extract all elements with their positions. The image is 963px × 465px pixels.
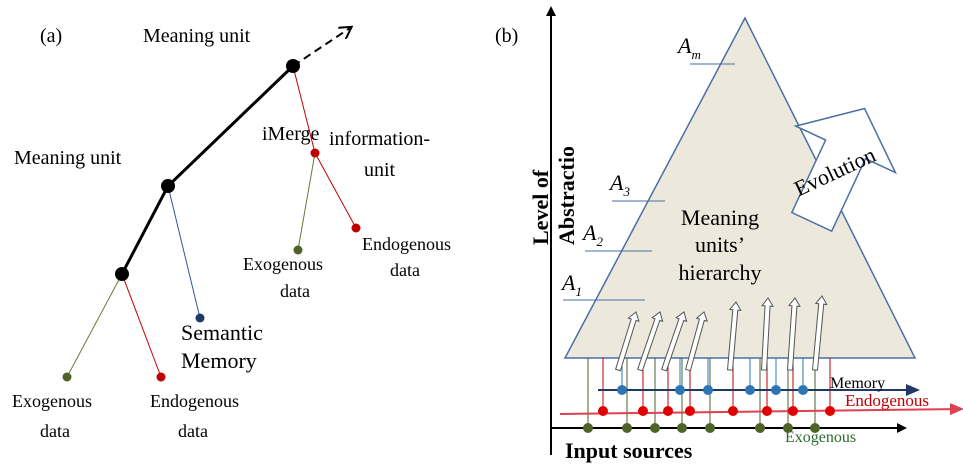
node [286, 59, 300, 73]
label: Meaning unit [14, 147, 122, 169]
label: Memory [181, 348, 257, 373]
level-label: A1 [560, 270, 582, 299]
label: Input sources [565, 438, 693, 463]
axis-label: Level of [528, 169, 553, 245]
dashed-arrow [292, 28, 350, 67]
endogenous-dot [598, 406, 608, 416]
memory-dot [798, 385, 808, 395]
arrow-shape [726, 301, 742, 371]
level-letter: A [608, 170, 624, 195]
level-label: A2 [581, 220, 603, 249]
level-sub: 3 [622, 184, 630, 199]
arrow-shape [760, 297, 774, 371]
exogenous-dot [755, 423, 765, 433]
memory-dot [703, 385, 713, 395]
endogenous-dot [762, 406, 772, 416]
label: Meaning unit [143, 25, 251, 47]
endogenous-dot [663, 406, 673, 416]
input-arrow [811, 295, 828, 371]
node [293, 245, 303, 255]
arrow-shape [614, 311, 640, 372]
label: data [390, 260, 420, 280]
exogenous-dot [650, 423, 660, 433]
panel-label: (b) [495, 25, 518, 47]
memory-dot [771, 385, 781, 395]
edge [167, 185, 201, 319]
endogenous-dot [825, 406, 835, 416]
arrow-shape [786, 297, 801, 371]
label: Exogenous [243, 254, 323, 274]
exogenous-dot [677, 423, 687, 433]
input-arrow [614, 311, 640, 372]
label: Endogenous [845, 391, 929, 410]
label: Meaning [681, 205, 759, 230]
endogenous-dot [685, 406, 695, 416]
level-sub: 2 [596, 234, 603, 249]
level-letter: A [581, 220, 597, 245]
endogenous-dot [788, 406, 798, 416]
edge [292, 65, 316, 154]
node [115, 267, 129, 281]
level-label: Am [676, 33, 701, 62]
endogenous-dot [728, 406, 738, 416]
node [161, 179, 175, 193]
node [156, 372, 166, 382]
label: Endogenous [362, 234, 451, 254]
input-arrow [661, 311, 688, 372]
exogenous-dot [783, 423, 793, 433]
merge-path [120, 64, 295, 275]
label: hierarchy [678, 260, 761, 285]
arrow-shape [661, 311, 688, 372]
node [62, 372, 72, 382]
label: Semantic [181, 320, 263, 345]
endogenous-dot [638, 406, 648, 416]
endogenous-line [559, 403, 963, 416]
memory-dot [617, 385, 627, 395]
label: iMerge [262, 123, 320, 145]
input-arrow [760, 297, 774, 371]
level-sub: m [691, 47, 700, 62]
input-arrow [726, 301, 742, 371]
label: Exogenous [12, 391, 92, 411]
block-arrow [790, 107, 897, 233]
label: units’ [695, 232, 745, 257]
edge [121, 273, 162, 378]
level-letter: A [676, 33, 692, 58]
input-arrow [786, 297, 801, 371]
edge [66, 273, 123, 378]
memory-dot [675, 385, 685, 395]
label: data [40, 421, 70, 441]
label: Memory [830, 375, 885, 392]
edge [297, 152, 316, 251]
level-sub: 1 [575, 284, 582, 299]
label: data [178, 421, 208, 441]
arrow-shape [684, 311, 708, 372]
exogenous-dot [583, 423, 593, 433]
input-arrow [637, 311, 664, 372]
exogenous-dot [810, 423, 820, 433]
panel-label: (a) [40, 25, 62, 47]
edge [314, 152, 357, 229]
input-arrow [684, 311, 708, 372]
arrow-shape [637, 311, 664, 372]
node [195, 313, 205, 323]
axis-label: Abstractio [554, 146, 579, 245]
level-label: A3 [608, 170, 630, 199]
arrow-shape [811, 295, 828, 371]
label: information- [329, 128, 430, 150]
exogenous-dot [622, 423, 632, 433]
label: data [280, 281, 310, 301]
panel-b: (b) Level of Abstractio Meaning units’ h… [495, 6, 963, 463]
label: unit [364, 159, 396, 181]
level-letter: A [560, 270, 576, 295]
exogenous-dot [705, 423, 715, 433]
label: Exogenous [785, 429, 856, 446]
panel-a: (a) Meaning unit Meaning unit iMerge inf… [12, 25, 451, 441]
memory-dot [745, 385, 755, 395]
node [351, 223, 361, 233]
label: Endogenous [150, 391, 239, 411]
node [310, 148, 320, 158]
